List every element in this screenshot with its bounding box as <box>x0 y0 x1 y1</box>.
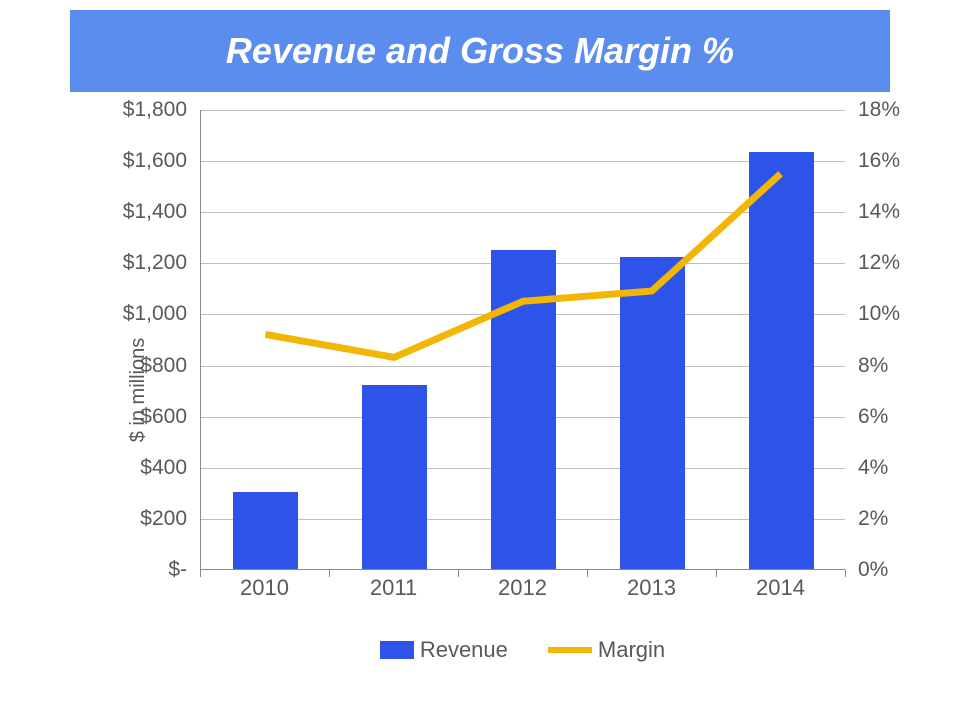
right-tick-label: 16% <box>858 149 900 173</box>
chart-title-bar: Revenue and Gross Margin % <box>70 10 890 92</box>
right-tick-label: 18% <box>858 98 900 122</box>
x-tick <box>716 570 717 577</box>
legend-swatch-bar <box>380 641 414 659</box>
right-tick-label: 10% <box>858 302 900 326</box>
x-tick-label: 2013 <box>627 575 676 601</box>
x-tick <box>200 570 201 577</box>
left-tick-label: $1,000 <box>123 302 187 326</box>
left-tick-label: $1,200 <box>123 251 187 275</box>
right-tick-label: 4% <box>858 456 888 480</box>
left-axis-tick-labels: $-$200$400$600$800$1,000$1,200$1,400$1,6… <box>100 110 195 570</box>
left-tick-label: $800 <box>140 354 187 378</box>
right-tick-label: 2% <box>858 507 888 531</box>
right-axis-tick-labels: 0%2%4%6%8%10%12%14%16%18% <box>850 110 920 570</box>
line-series <box>201 110 845 569</box>
x-tick-label: 2011 <box>370 575 417 601</box>
chart-container: $ in millions $-$200$400$600$800$1,000$1… <box>100 110 920 670</box>
x-tick <box>845 570 846 577</box>
x-axis-tick-labels: 2010 2011 2012 2013 2014 <box>200 575 845 615</box>
x-tick <box>458 570 459 577</box>
legend-label: Revenue <box>420 637 508 663</box>
left-tick-label: $- <box>168 558 187 582</box>
plot-area <box>200 110 845 570</box>
left-tick-label: $1,600 <box>123 149 187 173</box>
x-tick-label: 2014 <box>756 575 805 601</box>
legend-item: Revenue <box>380 637 508 663</box>
x-tick <box>587 570 588 577</box>
x-tick <box>329 570 330 577</box>
legend-label: Margin <box>598 637 665 663</box>
right-tick-label: 8% <box>858 354 888 378</box>
left-tick-label: $600 <box>140 405 187 429</box>
left-tick-label: $1,400 <box>123 200 187 224</box>
left-tick-label: $1,800 <box>123 98 187 122</box>
legend-item: Margin <box>548 637 665 663</box>
right-tick-label: 6% <box>858 405 888 429</box>
left-tick-label: $400 <box>140 456 187 480</box>
right-tick-label: 12% <box>858 251 900 275</box>
right-tick-label: 0% <box>858 558 888 582</box>
x-tick-label: 2010 <box>240 575 289 601</box>
legend-swatch-line <box>548 647 592 653</box>
legend: Revenue Margin <box>200 630 845 670</box>
x-tick-label: 2012 <box>498 575 547 601</box>
left-tick-label: $200 <box>140 507 187 531</box>
right-tick-label: 14% <box>858 200 900 224</box>
chart-title: Revenue and Gross Margin % <box>226 30 734 72</box>
